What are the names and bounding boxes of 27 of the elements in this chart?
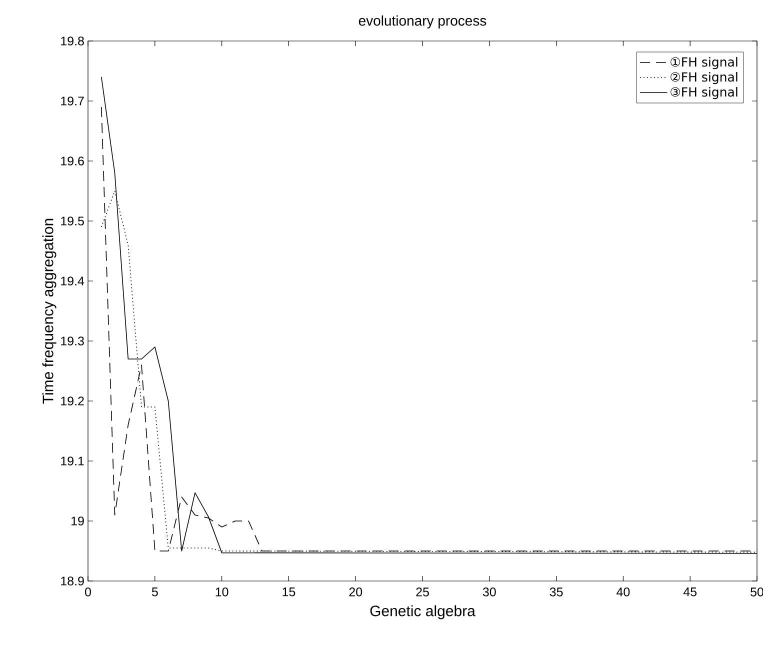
y-tick-label: 19.4 (61, 276, 84, 286)
y-tick-label: 19.5 (61, 216, 84, 226)
x-tick-label: 20 (349, 588, 362, 596)
x-tick-label: 30 (482, 588, 496, 596)
y-tick-label: 18.9 (61, 576, 84, 586)
y-axis-title: Time frequency aggregation (42, 218, 56, 404)
x-tick-label: 0 (85, 588, 91, 596)
x-axis-title: Genetic algebra (370, 605, 476, 620)
legend-label: ③FH signal (670, 86, 738, 100)
chart-title: evolutionary process (358, 15, 486, 28)
legend-label: ①FH signal (670, 57, 738, 70)
y-tick-label: 19.3 (61, 336, 84, 346)
y-tick-label: 19.6 (61, 156, 84, 166)
y-tick-label: 19.8 (61, 36, 84, 46)
y-tick-label: 19.2 (61, 396, 84, 406)
legend-label: ②FH signal (670, 72, 738, 84)
y-tick-label: 19.1 (61, 456, 84, 466)
y-tick-label: 19.7 (61, 96, 84, 106)
x-tick-label: 50 (750, 588, 763, 596)
x-tick-label: 15 (282, 588, 296, 596)
x-tick-label: 45 (683, 588, 697, 596)
x-tick-label: 40 (616, 588, 630, 596)
x-tick-label: 35 (550, 588, 563, 596)
x-tick-label: 5 (152, 588, 158, 596)
x-tick-label: 25 (416, 588, 429, 596)
x-tick-label: 10 (216, 588, 228, 596)
y-tick-label: 19 (72, 516, 84, 526)
